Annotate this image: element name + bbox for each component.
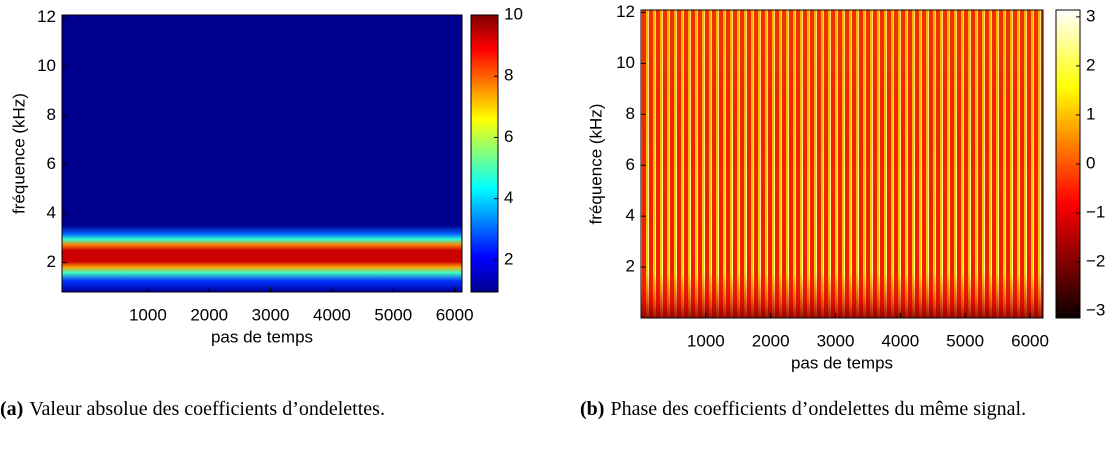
colorbar-tick-label: 3 <box>1086 6 1095 25</box>
x-tick-label: 4000 <box>881 331 919 350</box>
y-tick-label: 6 <box>47 154 56 173</box>
colorbar-tick-label: 2 <box>1086 55 1095 74</box>
y-tick-label: 12 <box>616 2 635 21</box>
x-tick-label: 6000 <box>1011 331 1049 350</box>
colorbar-tick-label: 8 <box>504 66 513 85</box>
heatmap <box>62 15 462 292</box>
y-tick-label: 10 <box>616 53 635 72</box>
y-tick-label: 4 <box>47 203 56 222</box>
x-tick-label: 6000 <box>436 305 474 324</box>
colorbar-tick-label: 6 <box>504 127 513 146</box>
x-tick-label: 1000 <box>129 305 167 324</box>
x-tick-label: 4000 <box>313 305 351 324</box>
y-tick-label: 4 <box>626 206 635 225</box>
x-tick-label: 2000 <box>190 305 228 324</box>
caption-label: (b) <box>580 398 605 420</box>
x-tick-label: 1000 <box>687 331 725 350</box>
y-tick-label: 8 <box>47 105 56 124</box>
y-tick-label: 2 <box>626 257 635 276</box>
axes-frame <box>61 14 463 293</box>
axes-frame <box>640 9 1044 319</box>
caption: (a) Valeur absolue des coefficients d’ond… <box>0 395 555 423</box>
x-tick-label: 3000 <box>817 331 855 350</box>
y-axis-label: fréquence (kHz) <box>9 93 28 214</box>
x-axis-label: pas de temps <box>791 353 893 372</box>
caption: (b) Phase des coefficients d’ondelettes d… <box>580 395 1117 423</box>
x-tick-label: 3000 <box>252 305 290 324</box>
colorbar-tick-label: −1 <box>1086 203 1105 222</box>
colorbar-tick-label: 4 <box>504 188 513 207</box>
y-tick-label: 6 <box>626 155 635 174</box>
colorbar-tick-label: 10 <box>504 4 523 23</box>
x-tick-label: 5000 <box>946 331 984 350</box>
colorbar-tick-label: 0 <box>1086 153 1095 172</box>
y-axis-label: fréquence (kHz) <box>586 104 605 225</box>
x-tick-label: 5000 <box>374 305 412 324</box>
y-tick-label: 10 <box>37 56 56 75</box>
colorbar <box>470 14 499 293</box>
caption-label: (a) <box>0 398 24 420</box>
colorbar-tick-label: −2 <box>1086 252 1105 271</box>
heatmap-shade <box>641 10 1043 318</box>
x-axis-label: pas de temps <box>211 327 313 346</box>
colorbar-tick-label: 2 <box>504 249 513 268</box>
colorbar-tick-label: −3 <box>1086 301 1105 320</box>
colorbar-tick-label: 1 <box>1086 104 1095 123</box>
caption-text: Valeur absolue des coefficients d’ondele… <box>29 398 385 420</box>
y-tick-label: 12 <box>37 7 56 26</box>
caption-text: Phase des coefficients d’ondelettes du m… <box>610 398 1027 420</box>
y-tick-label: 8 <box>626 104 635 123</box>
x-tick-label: 2000 <box>752 331 790 350</box>
y-tick-label: 2 <box>47 252 56 271</box>
